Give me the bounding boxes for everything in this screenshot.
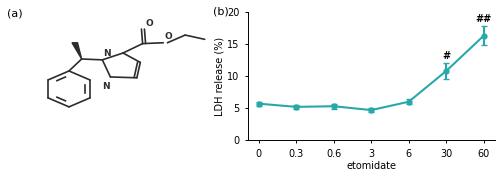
Text: (a): (a)	[7, 9, 22, 18]
Text: O: O	[146, 19, 154, 28]
Text: ##: ##	[476, 14, 492, 23]
Y-axis label: LDH release (%): LDH release (%)	[214, 37, 224, 116]
Text: #: #	[442, 51, 450, 61]
Text: (b): (b)	[213, 7, 228, 17]
Text: O: O	[164, 32, 172, 41]
Polygon shape	[72, 43, 82, 59]
Text: N: N	[104, 49, 111, 58]
X-axis label: etomidate
(μM): etomidate (μM)	[346, 161, 396, 171]
Text: N: N	[102, 82, 110, 91]
